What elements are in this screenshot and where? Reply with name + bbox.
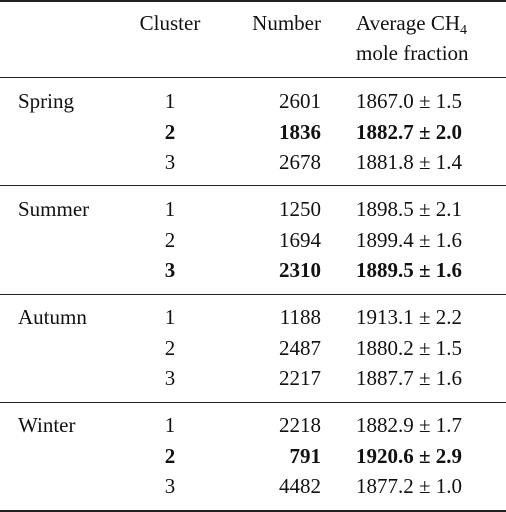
header-average-line2: mole fraction	[356, 41, 469, 65]
group-rule	[0, 402, 506, 403]
mole-fraction: 1898.5 ± 2.1	[356, 197, 463, 221]
season: Winter	[18, 413, 76, 437]
cluster: 3	[164, 150, 176, 175]
mole-fraction: 1889.5 ± 1.6	[356, 258, 463, 283]
group-rule	[0, 185, 506, 186]
top-rule	[0, 0, 506, 2]
header-rule	[0, 77, 506, 78]
season: Spring	[18, 89, 75, 113]
mole-fraction: 1867.0 ± 1.5	[356, 89, 463, 113]
cluster: 2	[164, 119, 176, 144]
cluster: 1	[164, 305, 176, 329]
header-number: Number	[252, 11, 321, 35]
cluster: 2	[164, 335, 176, 360]
number: 1250	[279, 197, 321, 221]
bottom-rule	[0, 510, 506, 512]
cluster: 3	[164, 366, 176, 391]
number: 1188	[279, 305, 321, 329]
number: 4482	[279, 474, 321, 499]
cluster: 3	[164, 258, 176, 283]
cluster: 1	[164, 197, 176, 221]
number: 1694	[279, 227, 321, 252]
mole-fraction: 1880.2 ± 1.5	[356, 335, 463, 360]
mole-fraction: 1899.4 ± 1.6	[356, 227, 463, 252]
season: Summer	[18, 197, 90, 221]
cluster: 1	[164, 413, 176, 437]
number: 2678	[279, 150, 321, 175]
cluster: 2	[164, 227, 176, 252]
number: 2217	[279, 366, 321, 391]
season: Autumn	[18, 305, 87, 329]
mole-fraction: 1887.7 ± 1.6	[356, 366, 463, 391]
mole-fraction: 1920.6 ± 2.9	[356, 443, 463, 468]
mole-fraction: 1882.7 ± 2.0	[356, 119, 463, 144]
number: 2487	[279, 335, 321, 360]
header-subscript: 4	[460, 23, 467, 38]
number: 1836	[279, 119, 321, 144]
mole-fraction: 1881.8 ± 1.4	[356, 150, 463, 175]
cluster: 3	[164, 474, 176, 499]
mole-fraction: 1913.1 ± 2.2	[356, 305, 463, 329]
cluster: 2	[164, 443, 176, 468]
number: 2218	[279, 413, 321, 437]
header-average: Average CH4	[356, 11, 467, 38]
cluster: 1	[164, 89, 176, 113]
number: 2310	[279, 258, 321, 283]
mole-fraction: 1882.9 ± 1.7	[356, 413, 463, 437]
group-rule	[0, 294, 506, 295]
number: 2601	[279, 89, 321, 113]
header-cluster: Cluster	[139, 11, 201, 35]
number: 791	[289, 443, 322, 468]
mole-fraction: 1877.2 ± 1.0	[356, 474, 463, 499]
